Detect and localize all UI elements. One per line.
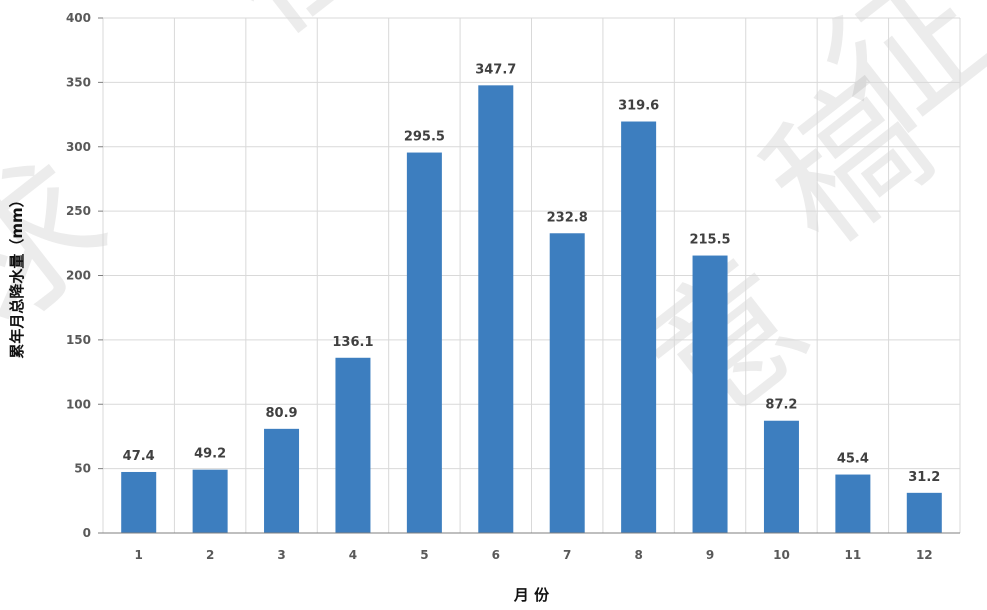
y-tick-label: 200 <box>66 269 91 283</box>
x-tick-label: 7 <box>563 548 571 562</box>
data-label-month-6: 347.7 <box>475 62 516 77</box>
y-tick-label: 300 <box>66 140 91 154</box>
bar-month-1 <box>121 471 157 533</box>
x-tick-label: 8 <box>634 548 642 562</box>
data-label-month-4: 136.1 <box>332 335 373 350</box>
x-tick-label: 9 <box>706 548 714 562</box>
y-tick-label: 100 <box>66 397 91 411</box>
x-tick-label: 6 <box>492 548 500 562</box>
x-axis-ticks: 1 2 3 4 5 6 7 8 9 10 11 12 <box>135 548 933 562</box>
data-label-month-2: 49.2 <box>194 447 226 462</box>
y-tick-label: 250 <box>66 204 91 218</box>
bar-month-5 <box>406 152 442 533</box>
y-axis-ticks: 0 50 100 150 200 250 300 350 400 <box>66 11 103 540</box>
data-label-month-5: 295.5 <box>404 130 445 145</box>
x-axis-title: 月 份 <box>513 586 550 604</box>
x-tick-label: 4 <box>349 548 357 562</box>
data-label-month-1: 47.4 <box>123 449 155 464</box>
bar-month-10 <box>763 420 799 533</box>
y-tick-label: 400 <box>66 11 91 25</box>
x-tick-label: 3 <box>277 548 285 562</box>
bar-month-11 <box>835 474 871 533</box>
bar-month-4 <box>335 357 371 533</box>
bar-month-2 <box>192 469 228 533</box>
data-label-month-10: 87.2 <box>765 398 797 413</box>
bar-month-12 <box>906 492 942 533</box>
gridlines <box>102 17 961 533</box>
x-tick-label: 10 <box>773 548 790 562</box>
bar-month-9 <box>692 255 728 533</box>
y-axis-title: 累年月总降水量（mm） <box>8 192 26 358</box>
data-label-month-7: 232.8 <box>547 210 588 225</box>
y-tick-label: 150 <box>66 333 91 347</box>
x-tick-label: 2 <box>206 548 214 562</box>
data-labels: 47.4 49.2 80.9 136.1 295.5 347.7 232.8 319.6 215… <box>123 62 941 484</box>
y-tick-label: 0 <box>83 526 91 540</box>
x-tick-label: 11 <box>845 548 862 562</box>
x-tick-label: 1 <box>135 548 143 562</box>
data-label-month-11: 45.4 <box>837 452 869 467</box>
bar-month-7 <box>549 233 585 533</box>
y-tick-label: 50 <box>74 462 91 476</box>
y-tick-label: 350 <box>66 75 91 89</box>
bars <box>121 85 942 534</box>
watermark-char: 征 <box>185 0 410 68</box>
bar-month-3 <box>264 428 300 533</box>
data-label-month-3: 80.9 <box>266 406 298 421</box>
x-tick-label: 12 <box>916 548 933 562</box>
data-label-month-9: 215.5 <box>689 233 730 248</box>
data-label-month-8: 319.6 <box>618 99 659 114</box>
data-label-month-12: 31.2 <box>908 470 940 485</box>
bar-month-6 <box>478 85 514 534</box>
bar-month-8 <box>621 121 657 533</box>
x-tick-label: 5 <box>420 548 428 562</box>
